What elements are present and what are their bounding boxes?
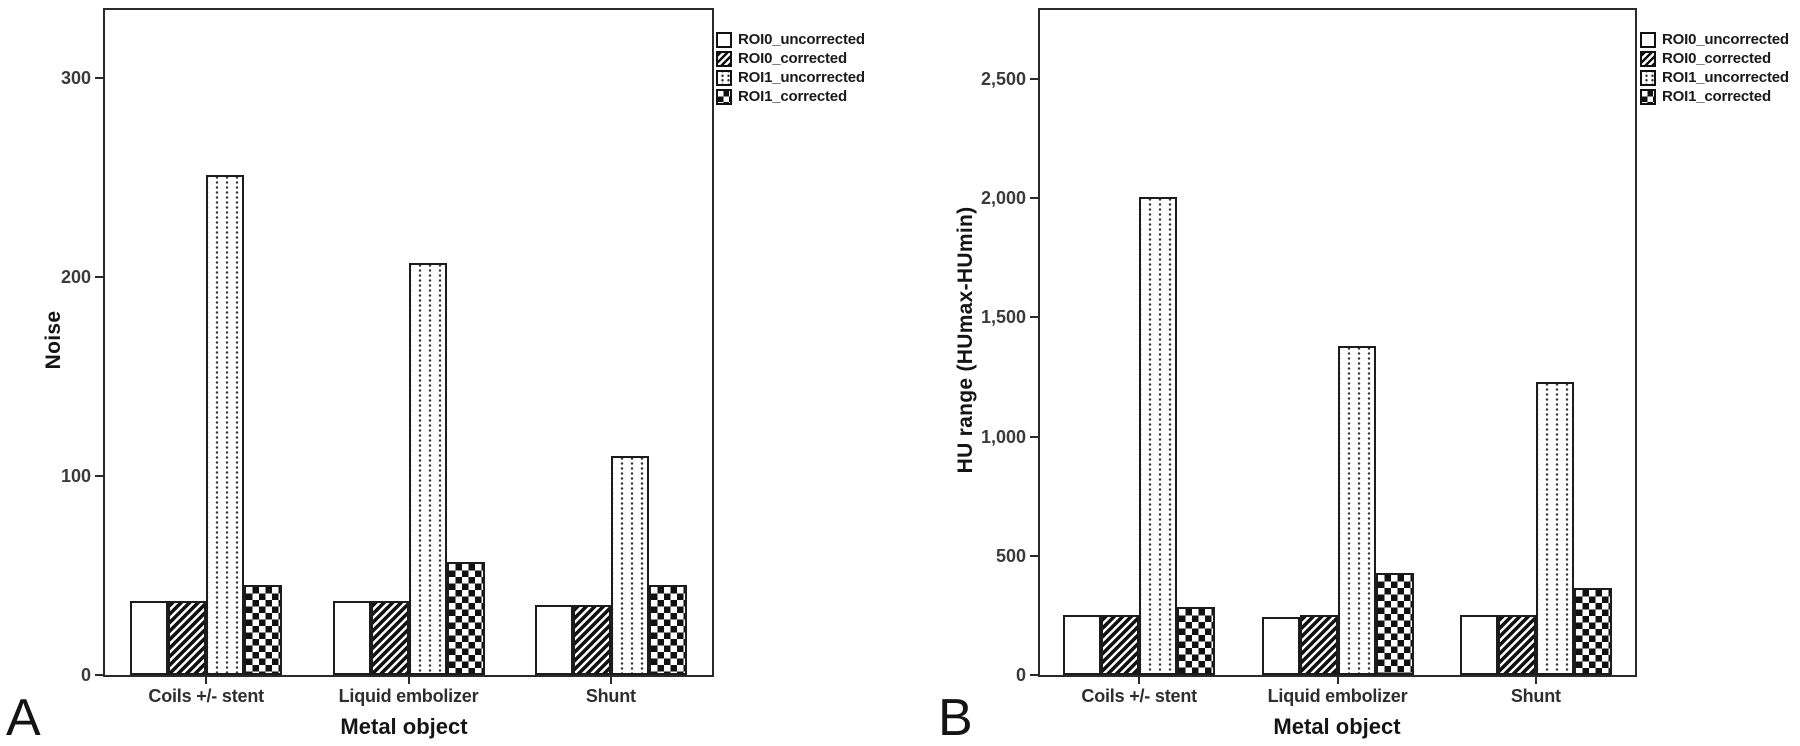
dotted-square-icon (1640, 69, 1656, 86)
bar (1573, 588, 1612, 675)
x-category-label: Shunt (1510, 686, 1561, 706)
bar (648, 585, 687, 675)
legend-item: ROI1_uncorrected (1640, 68, 1789, 87)
legend-item-label: ROI0_corrected (1662, 50, 1771, 67)
bar (168, 601, 207, 675)
x-category-label: Liquid embolizer (338, 686, 479, 706)
bar (1337, 346, 1376, 675)
bar (1497, 615, 1536, 675)
x-category-label: Coils +/- stent (1081, 686, 1197, 706)
plot-area-b: 0 500 1,000 1,500 2,000 2,500 Coils +/- stent L… (981, 8, 1637, 706)
bar (572, 605, 611, 675)
x-axis-tick (1534, 675, 1537, 684)
legend-item-label: ROI1_uncorrected (738, 69, 865, 86)
x-category-label: Liquid embolizer (1267, 686, 1408, 706)
legend-item: ROI0_corrected (716, 49, 865, 68)
y-tick-label: 0 (1015, 665, 1026, 685)
x-axis-title: Metal object (1273, 714, 1401, 739)
y-axis-tick (1030, 435, 1040, 438)
legend-item-label: ROI1_corrected (738, 88, 847, 105)
diagonal-hatch-square-icon (1640, 50, 1656, 67)
legend: ROI0_uncorrected ROI0_corrected ROI1_uncor… (716, 30, 865, 106)
y-axis-tick (1030, 554, 1040, 557)
bar (1459, 615, 1498, 675)
x-axis-tick (609, 675, 612, 684)
y-axis-tick (95, 275, 105, 278)
legend-item-label: ROI1_uncorrected (1662, 69, 1789, 86)
y-axis-tick (95, 474, 105, 477)
bar (610, 455, 649, 675)
legend-item: ROI1_corrected (1640, 87, 1789, 106)
dotted-square-icon (716, 69, 732, 86)
y-tick-label: 500 (995, 545, 1026, 566)
y-tick-label: 200 (60, 266, 91, 287)
y-axis-tick (1030, 674, 1040, 676)
bar (1261, 616, 1300, 675)
y-axis-title: HU range (HUmax-HUmin) (954, 206, 977, 474)
x-category-label: Shunt (585, 686, 636, 706)
x-axis-title: Metal object (340, 714, 468, 739)
legend-item: ROI1_uncorrected (716, 68, 865, 87)
checkerboard-square-icon (1640, 88, 1656, 105)
bar (1375, 572, 1414, 675)
y-tick-label: 2,000 (980, 188, 1026, 209)
x-axis-tick (1336, 675, 1339, 684)
checkerboard-square-icon (716, 88, 732, 105)
panel-letter-b: B (938, 689, 973, 746)
diagonal-hatch-square-icon (716, 50, 732, 67)
y-tick-label: 2,500 (980, 69, 1026, 90)
legend-item-label: ROI1_corrected (1662, 88, 1771, 105)
bar (1299, 615, 1338, 675)
legend-item-label: ROI0_corrected (738, 50, 847, 67)
legend-item: ROI0_corrected (1640, 49, 1789, 68)
panel-letter-a: A (6, 689, 41, 746)
y-tick-label: 300 (60, 67, 91, 88)
x-category-label: Coils +/- stent (148, 686, 264, 706)
bar (244, 585, 283, 675)
y-axis-tick (1030, 197, 1040, 200)
plot-area-a: 0 100 200 300 Coils +/- stent Liquid embolize… (61, 8, 714, 706)
x-axis-tick (205, 675, 208, 684)
y-tick-label: 100 (60, 465, 91, 486)
legend-item-label: ROI0_uncorrected (738, 31, 865, 48)
y-tick-label: 0 (80, 665, 91, 685)
bar (370, 601, 409, 675)
bar (130, 601, 169, 675)
bar (1101, 615, 1140, 675)
y-axis-tick (95, 76, 105, 79)
y-axis-tick (1030, 78, 1040, 81)
legend: ROI0_uncorrected ROI0_corrected ROI1_uncor… (1640, 30, 1789, 106)
bar (1177, 607, 1216, 675)
empty-square-icon (1640, 31, 1656, 48)
x-axis-tick (1138, 675, 1141, 684)
y-axis-tick (95, 674, 105, 676)
y-tick-label: 1,500 (980, 307, 1026, 328)
legend-item-label: ROI0_uncorrected (1662, 31, 1789, 48)
bar (1535, 381, 1574, 675)
y-axis-tick (1030, 316, 1040, 319)
x-axis-tick (407, 675, 410, 684)
legend-item: ROI0_uncorrected (716, 30, 865, 49)
bar (446, 561, 485, 675)
legend-item: ROI1_corrected (716, 87, 865, 106)
bar (206, 175, 245, 675)
bar (1139, 197, 1178, 675)
empty-square-icon (716, 31, 732, 48)
bar (332, 601, 371, 675)
y-tick-label: 1,000 (980, 426, 1026, 447)
legend-item: ROI0_uncorrected (1640, 30, 1789, 49)
bar (534, 605, 573, 675)
bar (408, 262, 447, 675)
bar (1063, 615, 1102, 675)
